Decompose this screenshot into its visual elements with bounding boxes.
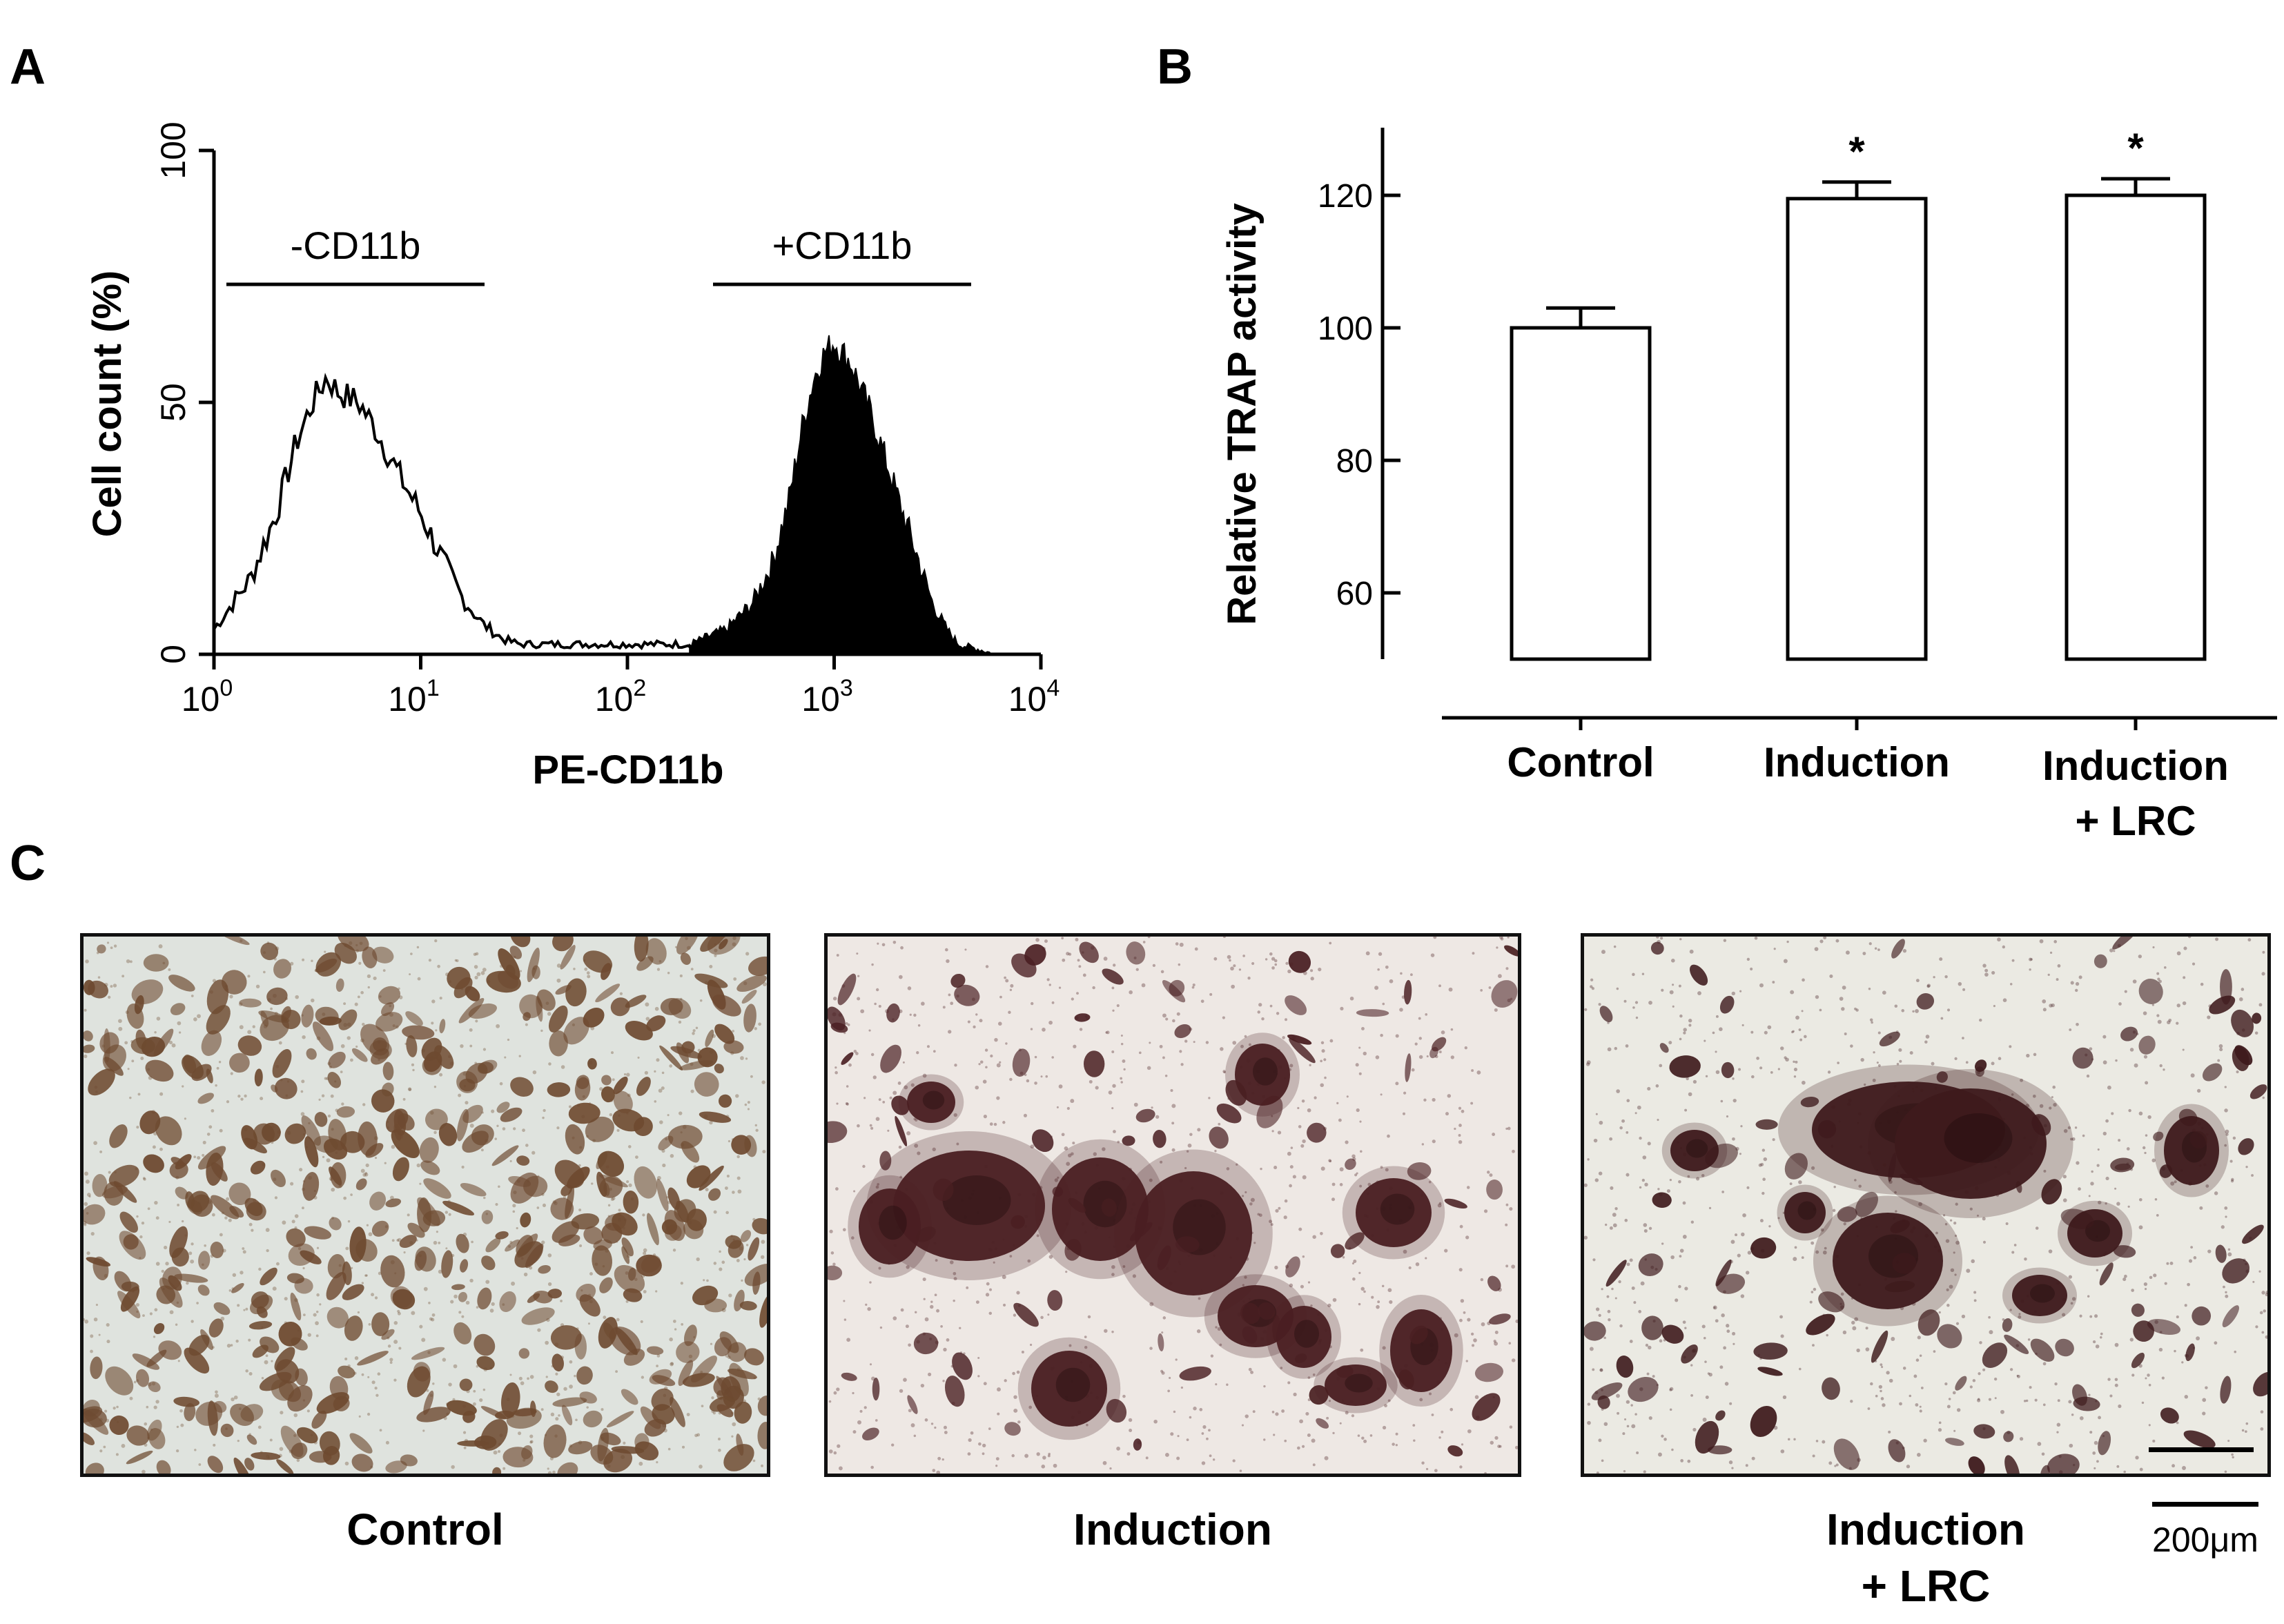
panel-label-b: B — [1157, 39, 1193, 95]
cells — [84, 937, 767, 1474]
y-tick-label: 100 — [1318, 311, 1373, 347]
y-ticks: 60 80 100 120 — [1318, 178, 1400, 612]
bar — [1786, 197, 1928, 661]
x-tick-label: 100 — [182, 675, 233, 718]
histogram-negative-outline — [213, 373, 711, 651]
category-label-control: Control — [1507, 739, 1654, 785]
x-tick-label: 101 — [388, 675, 440, 718]
caption-induction-lrc-line2: + LRC — [1861, 1561, 1991, 1611]
y-axis-label: Relative TRAP activity — [1220, 203, 1265, 625]
gate-label-positive: +CD11b — [772, 224, 912, 267]
bars: * * — [1510, 125, 2207, 661]
x-axis-label: PE-CD11b — [532, 747, 723, 792]
gate-label-negative: -CD11b — [291, 224, 421, 267]
category-label-induction-lrc: Induction — [2042, 743, 2229, 789]
y-tick-label: 100 — [154, 121, 193, 179]
significance-star: * — [1848, 128, 1865, 175]
caption-control: Control — [346, 1505, 504, 1554]
caption-induction: Induction — [1073, 1505, 1272, 1554]
x-ticks — [1579, 718, 2138, 730]
micrograph-induction-lrc-image — [1584, 937, 2267, 1474]
x-tick-label: 103 — [801, 675, 853, 718]
significance-star: * — [2127, 125, 2144, 171]
y-tick-label: 50 — [154, 383, 193, 422]
y-tick-label: 80 — [1336, 443, 1373, 480]
y-tick-label: 60 — [1336, 576, 1373, 612]
x-tick-label: 104 — [1008, 675, 1060, 718]
inset-scale-bar — [2149, 1447, 2254, 1452]
micrograph-induction-image — [828, 937, 1518, 1474]
micrograph-induction-lrc — [1581, 933, 2271, 1477]
y-axis-label: Cell count (%) — [85, 271, 130, 538]
histogram-positive-filled — [689, 335, 996, 656]
y-tick-label: 0 — [154, 645, 193, 664]
panel-label-a: A — [10, 39, 46, 95]
micrograph-induction — [824, 933, 1521, 1477]
category-label-induction-lrc-line2: + LRC — [2075, 798, 2196, 844]
micrograph-control — [80, 933, 770, 1477]
scale-bar — [2152, 1502, 2258, 1507]
category-label-induction: Induction — [1764, 739, 1950, 785]
histogram-curves — [213, 335, 996, 656]
cells — [1584, 937, 2267, 1474]
y-ticks: 0 50 100 — [154, 121, 214, 664]
x-ticks: 100 101 102 103 104 — [182, 654, 1060, 718]
bar — [2065, 193, 2207, 661]
scale-bar-label: 200μm — [2152, 1520, 2258, 1559]
caption-induction-lrc: Induction — [1826, 1505, 2025, 1554]
x-tick-label: 102 — [595, 675, 647, 718]
micrograph-control-image — [84, 937, 767, 1474]
bar — [1510, 326, 1652, 661]
micrograph-background — [1584, 937, 2267, 1474]
cells — [828, 937, 1518, 1474]
panel-label-c: C — [10, 836, 46, 891]
y-tick-label: 120 — [1318, 178, 1373, 215]
flow-cytometry-histogram: 0 50 100 100 101 102 103 104 Cell count (%) PE… — [85, 121, 1060, 792]
